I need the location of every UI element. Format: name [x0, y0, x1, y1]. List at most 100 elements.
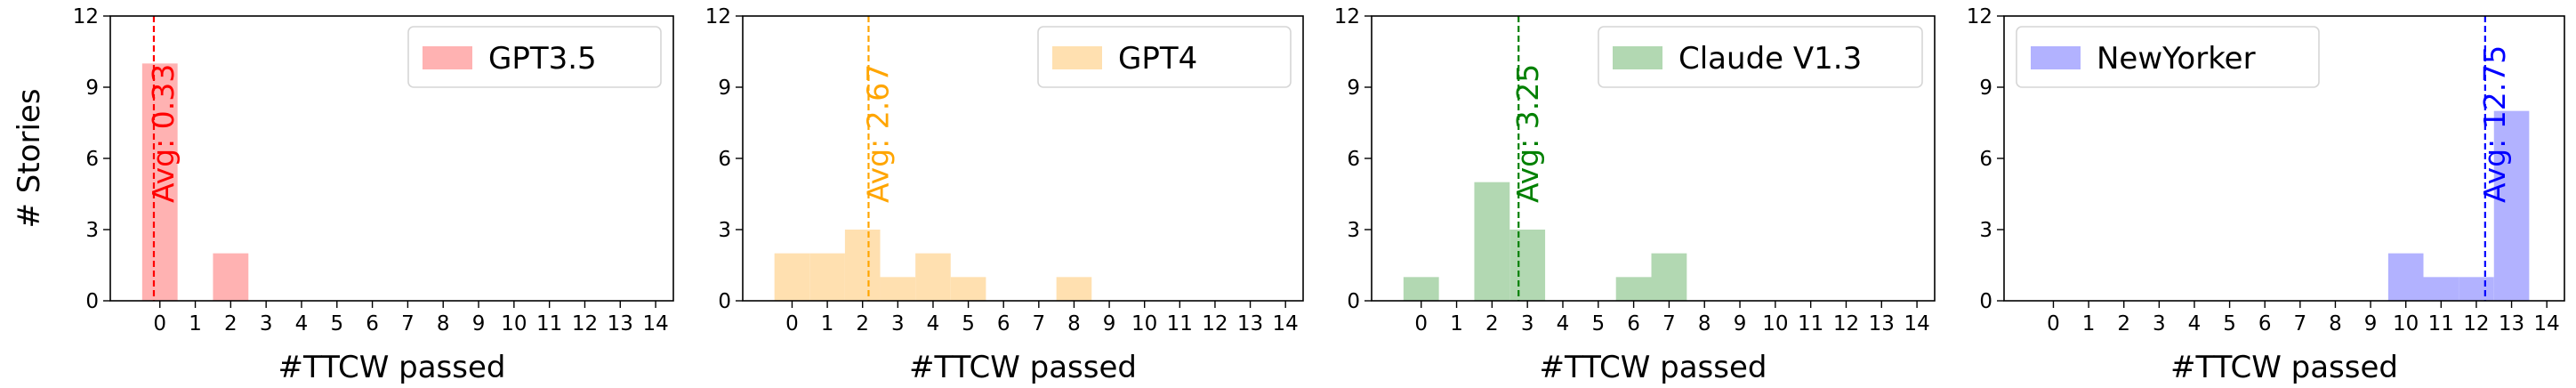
x-tick-label: 0 — [2047, 312, 2060, 335]
x-tick-label: 1 — [2082, 312, 2096, 335]
x-tick-label: 14 — [2534, 312, 2560, 335]
x-tick-label: 6 — [997, 312, 1010, 335]
x-tick-label: 0 — [153, 312, 166, 335]
legend-box — [407, 26, 662, 88]
x-tick-label: 12 — [1202, 312, 1228, 335]
y-tick-label: 9 — [1979, 77, 1992, 100]
x-tick-label: 9 — [1734, 312, 1747, 335]
chart-panel-3: Avg: 3.250 1 2 3 4 5 6 7 8 9 10 11 12 13 14036912#TTCW… — [1334, 5, 1936, 385]
x-tick-label: 5 — [1591, 312, 1605, 335]
x-tick-label: 14 — [1904, 312, 1929, 335]
x-tick-label: 8 — [2329, 312, 2342, 335]
y-tick-label: 6 — [1347, 148, 1360, 171]
x-axis-label: #TTCW passed — [278, 350, 506, 385]
histogram-bar — [2459, 277, 2494, 301]
x-tick-label: 13 — [1237, 312, 1263, 335]
x-tick-label: 7 — [1662, 312, 1676, 335]
x-tick-label: 1 — [1450, 312, 1463, 335]
x-tick-label: 10 — [1131, 312, 1157, 335]
x-tick-label: 11 — [1167, 312, 1193, 335]
histogram-bar — [880, 277, 916, 301]
x-tick-label: 5 — [962, 312, 975, 335]
chart-panel-2: Avg: 2.670 1 2 3 4 5 6 7 8 9 10 11 12 13 14036912#TTCW… — [705, 5, 1304, 385]
x-tick-label: 12 — [1833, 312, 1859, 335]
x-tick-label: 0 — [1414, 312, 1428, 335]
y-tick-label: 3 — [1347, 219, 1360, 242]
histogram-bar — [844, 230, 881, 301]
y-tick-label: 12 — [705, 5, 731, 28]
x-axis-label: #TTCW passed — [909, 350, 1137, 385]
histogram-bar — [915, 253, 951, 301]
y-tick-label: 6 — [718, 148, 731, 171]
x-tick-label: 4 — [295, 312, 309, 335]
average-label: Avg: 12.75 — [2477, 45, 2512, 203]
y-tick-label: 3 — [85, 219, 99, 242]
average-label: Avg: 3.25 — [1510, 64, 1545, 203]
histogram-bar — [1474, 182, 1510, 301]
histogram-bar — [1615, 277, 1652, 301]
y-axis-label: # Stories — [12, 88, 47, 228]
x-tick-label: 2 — [1485, 312, 1499, 335]
x-tick-label: 4 — [1557, 312, 1570, 335]
x-tick-label: 9 — [1103, 312, 1116, 335]
x-tick-label: 8 — [1067, 312, 1081, 335]
y-tick-label: 6 — [1979, 148, 1992, 171]
x-tick-label: 11 — [536, 312, 562, 335]
x-tick-label: 13 — [608, 312, 633, 335]
x-axis-label: #TTCW passed — [2170, 350, 2398, 385]
legend-label: NewYorker — [2097, 41, 2256, 77]
x-tick-label: 4 — [2188, 312, 2202, 335]
x-tick-label: 6 — [2258, 312, 2272, 335]
histogram-bar — [141, 63, 178, 301]
histogram-bar — [1056, 277, 1092, 301]
x-tick-label: 11 — [2428, 312, 2454, 335]
histogram-bar — [950, 277, 986, 301]
chart-panel-1: Avg: 0.330 1 2 3 4 5 6 7 8 9 10 11 12 13 14036912#TTCW… — [12, 5, 674, 385]
legend-label: GPT3.5 — [488, 41, 597, 77]
x-axis-label: #TTCW passed — [1540, 350, 1767, 385]
x-tick-label: 0 — [785, 312, 799, 335]
legend-box — [1598, 26, 1923, 88]
x-tick-label: 8 — [437, 312, 450, 335]
histogram-bar — [2423, 277, 2459, 301]
legend: GPT3.5 — [407, 26, 662, 88]
histogram-bar — [1509, 230, 1546, 301]
x-tick-label: 14 — [1273, 312, 1299, 335]
y-tick-label: 3 — [718, 219, 731, 242]
average-label: Avg: 0.33 — [146, 64, 181, 203]
x-tick-label: 6 — [1627, 312, 1640, 335]
x-tick-label: 3 — [1521, 312, 1534, 335]
legend: GPT4 — [1037, 26, 1292, 88]
chart-panel-4: Avg: 12.750 1 2 3 4 5 6 7 8 9 10 11 12 13 14036912#TTC… — [1967, 5, 2565, 385]
x-tick-label: 3 — [2153, 312, 2166, 335]
x-tick-label: 10 — [501, 312, 527, 335]
y-tick-label: 0 — [718, 290, 731, 313]
x-tick-label: 10 — [2393, 312, 2419, 335]
histogram-bar — [774, 253, 810, 301]
legend-swatch — [1613, 46, 1662, 69]
x-tick-label: 9 — [2364, 312, 2378, 335]
x-tick-label: 5 — [330, 312, 343, 335]
x-tick-label: 3 — [260, 312, 273, 335]
y-tick-label: 0 — [1979, 290, 1992, 313]
x-tick-label: 14 — [642, 312, 668, 335]
x-tick-label: 3 — [891, 312, 905, 335]
y-tick-label: 12 — [73, 5, 99, 28]
y-tick-label: 6 — [85, 148, 99, 171]
legend-box — [2016, 26, 2320, 88]
legend-label: Claude V1.3 — [1678, 41, 1862, 77]
x-tick-label: 9 — [472, 312, 486, 335]
x-tick-label: 10 — [1762, 312, 1788, 335]
y-tick-label: 9 — [85, 77, 99, 100]
legend-swatch — [423, 46, 472, 69]
x-tick-label: 7 — [401, 312, 415, 335]
legend-swatch — [1052, 46, 1102, 69]
x-tick-label: 11 — [1798, 312, 1823, 335]
legend: NewYorker — [2016, 26, 2320, 88]
legend-swatch — [2031, 46, 2081, 69]
legend-box — [1037, 26, 1292, 88]
x-tick-label: 1 — [189, 312, 202, 335]
y-tick-label: 9 — [1347, 77, 1360, 100]
x-tick-label: 7 — [1033, 312, 1046, 335]
